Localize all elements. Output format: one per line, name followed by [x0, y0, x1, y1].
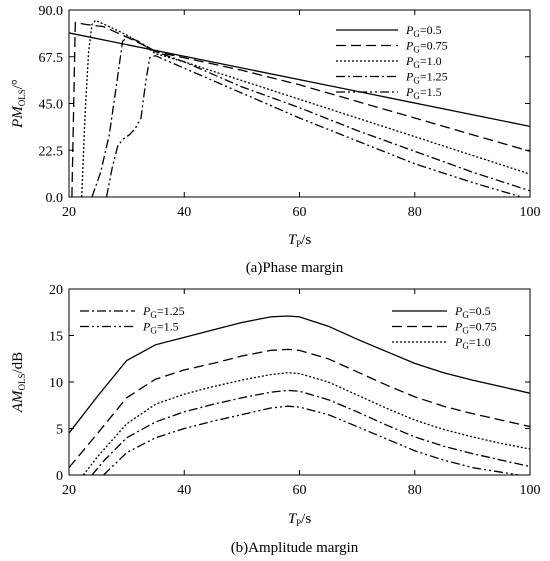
series-line-pg1-5: [105, 55, 522, 197]
y-axis-unit: /dB: [10, 352, 26, 374]
legend-label: PG=1.0: [454, 335, 491, 351]
y-axis-label: PMOLS/°: [10, 79, 27, 129]
legend-value: =1.0: [420, 54, 442, 68]
x-tick-label: 40: [177, 483, 191, 498]
series-line-pg0-75: [71, 21, 530, 197]
y-axis-subscript: OLS: [17, 374, 27, 391]
x-tick-label: 20: [62, 205, 76, 220]
legend-label: PG=1.25: [142, 304, 185, 320]
legend-subscript: G: [413, 60, 420, 70]
legend-symbol: P: [142, 304, 151, 318]
series-line-pg1-25: [91, 389, 530, 475]
legend-symbol: P: [405, 23, 414, 37]
series-line-pg1-0: [81, 19, 530, 197]
series-group: [69, 19, 530, 197]
legend-value: =0.75: [420, 39, 448, 53]
legend-label: PG=1.5: [405, 85, 442, 101]
x-axis-symbol: T: [288, 232, 298, 248]
x-tick-label: 40: [177, 205, 191, 220]
legend-subscript: G: [462, 310, 469, 320]
legend-value: =1.5: [157, 320, 179, 334]
legend-symbol: P: [454, 335, 463, 349]
y-tick-label: 90.0: [39, 4, 64, 19]
y-tick-label: 0: [56, 469, 63, 484]
legend-value: =1.25: [157, 304, 185, 318]
y-tick-label: 22.5: [39, 144, 64, 159]
x-axis-label: TP/s: [288, 511, 312, 528]
series-line-pg0-5: [69, 315, 530, 434]
x-axis-symbol: T: [288, 511, 298, 527]
legend-label: PG=0.5: [405, 23, 442, 39]
legend-subscript: G: [462, 341, 469, 351]
x-tick-label: 60: [293, 483, 307, 498]
legend-symbol: P: [405, 54, 414, 68]
x-tick-label: 20: [62, 483, 76, 498]
x-tick-label: 60: [293, 205, 307, 220]
amplitude-margin-chart: 20 40 60 80 10005101520PG=1.25PG=1.5PG=0.5PG…: [10, 283, 541, 556]
phase-margin-chart: 20 40 60 80 1000.022.545.067.590.0PG=0.5PG=0…: [10, 4, 541, 276]
legend-subscript: G: [150, 310, 157, 320]
legend-label: PG=1.0: [405, 54, 442, 70]
legend-symbol: P: [454, 320, 463, 334]
x-axis-subscript: P: [296, 518, 301, 528]
y-axis-symbol: AM: [10, 389, 26, 413]
series-line-pg0-75: [69, 348, 530, 469]
y-axis-symbol: PM: [10, 105, 26, 129]
legend-value: =0.5: [469, 304, 491, 318]
x-axis-subscript: P: [296, 239, 301, 249]
legend-symbol: P: [405, 85, 414, 99]
legend-value: =1.5: [420, 85, 442, 99]
y-axis-subscript: OLS: [17, 89, 27, 106]
series-line-pg1-5: [103, 405, 519, 475]
legend-symbol: P: [405, 70, 414, 84]
y-tick-label: 45.0: [39, 98, 64, 113]
legend-symbol: P: [454, 304, 463, 318]
legend-label: PG=0.5: [454, 304, 491, 320]
legend-subscript: G: [150, 326, 157, 336]
legend-subscript: G: [413, 45, 420, 55]
y-axis-unit: /°: [10, 79, 26, 89]
series-group: [69, 315, 530, 475]
y-tick-label: 10: [49, 376, 63, 391]
plot-frame: [68, 9, 531, 198]
legend-symbol: P: [142, 320, 151, 334]
legend-value: =0.75: [469, 320, 497, 334]
legend-subscript: G: [413, 29, 420, 39]
series-line-pg0-5: [69, 32, 530, 128]
legend-label: PG=0.75: [405, 39, 448, 55]
chart-caption: (b)Amplitude margin: [231, 540, 359, 556]
x-axis-label: TP/s: [288, 232, 312, 249]
x-tick-label: 80: [408, 483, 422, 498]
x-tick-label: 100: [520, 205, 541, 220]
series-line-pg1-25: [91, 36, 530, 197]
y-tick-label: 67.5: [39, 51, 64, 66]
x-axis-unit: /s: [301, 232, 311, 248]
x-tick-label: 100: [520, 483, 541, 498]
legend-value: =1.0: [469, 335, 491, 349]
series-line-pg1-0: [82, 372, 530, 475]
chart-caption: (a)Phase margin: [246, 260, 344, 276]
legend-subscript: G: [462, 326, 469, 336]
legend-label: PG=0.75: [454, 320, 497, 336]
y-tick-label: 15: [49, 330, 63, 345]
y-tick-label: 5: [56, 423, 63, 438]
y-tick-label: 20: [49, 283, 63, 298]
legend-symbol: P: [405, 39, 414, 53]
y-axis-label: AMOLS/dB: [10, 352, 27, 413]
y-tick-label: 0.0: [46, 191, 64, 206]
legend-subscript: G: [413, 76, 420, 86]
legend-label: PG=1.25: [405, 70, 448, 86]
legend-value: =1.25: [420, 70, 448, 84]
legend-label: PG=1.5: [142, 320, 179, 336]
x-tick-label: 80: [408, 205, 422, 220]
x-axis-unit: /s: [301, 511, 311, 527]
legend-subscript: G: [413, 91, 420, 101]
legend-value: =0.5: [420, 23, 442, 37]
